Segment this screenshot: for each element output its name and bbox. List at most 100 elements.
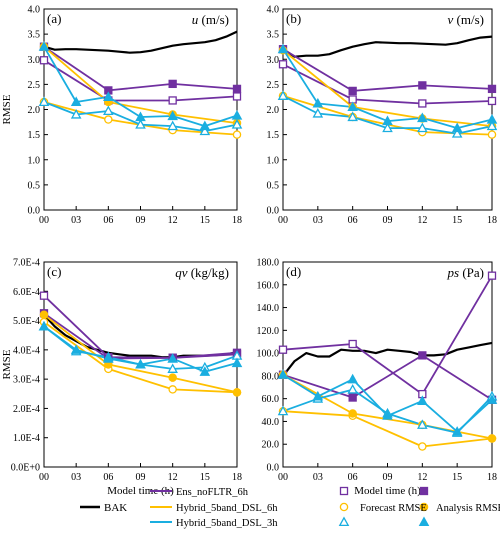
legend-analysis-label: Analysis RMSE <box>436 503 500 514</box>
y-tick-label: 3.0 <box>28 55 41 66</box>
panel-title-unit: (m/s) <box>198 12 229 27</box>
x-tick-label: 00 <box>39 215 49 226</box>
series-line-4 <box>43 313 238 394</box>
x-tick-label: 00 <box>278 215 288 226</box>
panel-label: (c) <box>47 264 61 279</box>
x-tick-label: 06 <box>103 472 113 483</box>
data-point-s6-4 <box>167 353 178 363</box>
data-point-s6-6 <box>486 394 498 404</box>
x-tick-label: 03 <box>71 472 81 483</box>
data-point-s2-3 <box>487 84 497 94</box>
y-tick-label: 1.5 <box>267 130 280 141</box>
panel-b: 0.0 0.5 1.0 1.5 2.0 2.5 3.0 3.5 4.0 00 03 06 09 12 15 1… <box>267 5 498 226</box>
legend-marker-forecast-1 <box>339 502 349 512</box>
data-point-s6-4 <box>167 110 178 121</box>
y-tick-label: 80.0 <box>262 371 280 382</box>
data-point-s6-3 <box>382 115 393 126</box>
data-point-s1-1 <box>348 339 357 349</box>
series-line-6 <box>282 374 493 433</box>
y-tick-label: 6.0E-4 <box>13 287 40 298</box>
legend-forecast-label: Forecast RMSE <box>360 503 427 514</box>
x-tick-label: 06 <box>348 215 358 226</box>
series-line-0 <box>282 35 493 58</box>
y-tick-label: 180.0 <box>257 258 280 269</box>
data-point-s2-1 <box>348 86 357 96</box>
panel-title: v (m/s) <box>448 12 484 27</box>
data-point-s5-0 <box>277 405 289 416</box>
x-tick-label: 09 <box>136 472 146 483</box>
data-point-s5-3 <box>135 119 146 129</box>
y-tick-label: 0.0 <box>267 206 280 217</box>
data-point-s4-0 <box>39 310 49 319</box>
data-point-s5-5 <box>199 125 211 136</box>
series-line-4 <box>43 46 238 124</box>
data-point-s1-0 <box>39 291 49 300</box>
x-tick-label: 03 <box>313 215 323 226</box>
y-tick-label: 100.0 <box>257 349 280 360</box>
x-tick-label: 00 <box>278 472 288 483</box>
panel-a: 0.0 0.5 1.0 1.5 2.0 2.5 3.0 3.5 4.0 00 03 06 09 12 15 1… <box>1 5 243 226</box>
x-axis-label: Model time (h) <box>354 485 421 497</box>
y-tick-label: 2.5 <box>267 80 280 91</box>
legend-label-2: Hybrid_5band_DSL_3h <box>176 518 278 529</box>
data-point-s1-3 <box>232 92 242 101</box>
data-point-s5-4 <box>167 120 178 131</box>
data-point-s5-1 <box>312 107 324 118</box>
data-point-s6-0 <box>38 320 50 331</box>
data-point-s1-3 <box>487 271 497 280</box>
data-point-s5-2 <box>103 105 114 116</box>
panel-title-variable: qv <box>175 265 188 280</box>
panel-title-unit: (kg/kg) <box>187 265 229 280</box>
x-tick-label: 03 <box>313 472 323 483</box>
panel-title-variable: ps <box>447 265 460 280</box>
y-tick-label: 0.5 <box>267 180 280 191</box>
data-point-s6-0 <box>277 369 289 379</box>
legend-marker-analysis-2 <box>418 516 430 527</box>
data-point-s5-2 <box>347 111 358 122</box>
data-point-s6-0 <box>277 43 289 54</box>
x-tick-label: 15 <box>452 472 462 483</box>
panel-title-unit: (m/s) <box>453 12 484 27</box>
data-point-s2-2 <box>418 81 427 90</box>
data-point-s6-3 <box>135 111 146 122</box>
plot-frame <box>282 8 493 211</box>
panel-title: qv (kg/kg) <box>175 265 229 280</box>
legend-marker-forecast-2 <box>338 516 350 527</box>
panel-title-variable: v <box>448 12 454 27</box>
y-tick-label: 3.5 <box>28 30 41 41</box>
data-point-s2-2 <box>418 351 427 360</box>
data-point-s5-5 <box>451 128 463 138</box>
legend-label-0: Ens_noFLTR_6h <box>176 487 249 498</box>
data-point-s5-1 <box>70 108 82 119</box>
data-point-s6-2 <box>103 91 114 101</box>
data-point-s1-0 <box>278 60 288 69</box>
x-tick-label: 15 <box>200 472 210 483</box>
y-tick-label: 140.0 <box>257 303 280 314</box>
panel-label: (d) <box>286 264 301 279</box>
data-point-s6-2 <box>347 373 358 384</box>
panel-title-unit: (Pa) <box>459 265 484 280</box>
x-tick-label: 06 <box>103 215 113 226</box>
data-point-s5-4 <box>417 419 428 429</box>
x-tick-label: 09 <box>136 215 146 226</box>
y-tick-label: 3.0 <box>267 55 280 66</box>
data-point-s3-2 <box>168 385 177 394</box>
x-tick-label: 12 <box>417 215 427 226</box>
y-tick-label: 7.0E-4 <box>13 258 40 269</box>
x-tick-label: 12 <box>168 472 178 483</box>
series-line-4 <box>282 49 493 127</box>
data-point-s5-0 <box>38 96 50 107</box>
x-tick-label: 09 <box>383 215 393 226</box>
y-axis-label: RMSE <box>1 349 13 379</box>
y-tick-label: 1.0 <box>267 155 280 166</box>
data-point-s5-3 <box>382 122 393 133</box>
series-line-2 <box>282 354 493 401</box>
panel-label: (a) <box>47 11 61 26</box>
data-point-s4-1 <box>348 409 357 418</box>
y-tick-label: 2.0 <box>267 105 280 116</box>
y-tick-label: 1.0 <box>28 155 41 166</box>
y-tick-label: 2.0E-4 <box>13 404 40 415</box>
x-tick-label: 06 <box>348 472 358 483</box>
panel-label: (b) <box>286 11 301 26</box>
